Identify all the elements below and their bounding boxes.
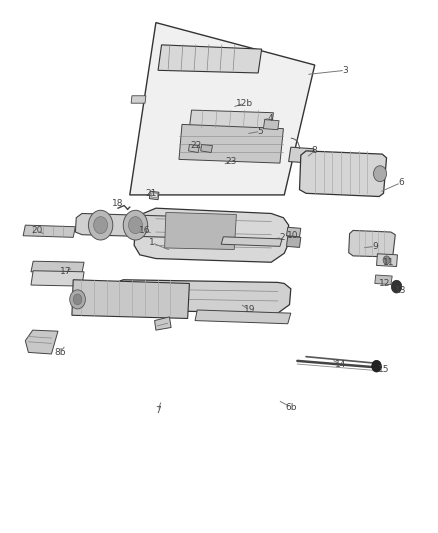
Text: 1: 1 xyxy=(148,238,155,247)
Text: 22: 22 xyxy=(191,141,202,150)
Polygon shape xyxy=(131,96,146,103)
Text: 14: 14 xyxy=(335,360,346,369)
Text: 9: 9 xyxy=(373,242,378,251)
Text: 6b: 6b xyxy=(285,402,297,411)
Polygon shape xyxy=(263,119,279,130)
Polygon shape xyxy=(23,225,75,237)
Polygon shape xyxy=(377,254,397,266)
Text: 20: 20 xyxy=(32,226,43,235)
Text: 4: 4 xyxy=(268,114,273,123)
Polygon shape xyxy=(25,330,58,354)
Circle shape xyxy=(94,216,108,233)
Text: 17: 17 xyxy=(60,268,71,276)
Text: 15: 15 xyxy=(378,366,389,374)
Polygon shape xyxy=(134,208,289,262)
Polygon shape xyxy=(195,310,291,324)
Text: 11: 11 xyxy=(383,258,395,266)
Text: 16: 16 xyxy=(139,226,151,235)
Polygon shape xyxy=(108,280,291,313)
Circle shape xyxy=(128,216,142,233)
Polygon shape xyxy=(158,45,261,73)
Polygon shape xyxy=(300,151,387,197)
Text: 7: 7 xyxy=(155,406,161,415)
Circle shape xyxy=(383,256,390,264)
Text: 21: 21 xyxy=(146,189,157,198)
Polygon shape xyxy=(165,213,237,249)
Polygon shape xyxy=(152,193,158,198)
Polygon shape xyxy=(286,236,301,247)
Circle shape xyxy=(88,211,113,240)
Text: 10: 10 xyxy=(287,231,299,240)
Text: 12: 12 xyxy=(379,279,390,288)
Text: 18: 18 xyxy=(112,199,124,208)
Polygon shape xyxy=(149,191,159,200)
Polygon shape xyxy=(179,124,283,163)
Text: 23: 23 xyxy=(226,157,237,166)
Circle shape xyxy=(391,280,402,293)
Circle shape xyxy=(372,360,381,372)
Text: 2: 2 xyxy=(279,233,285,242)
Text: 3: 3 xyxy=(343,66,348,75)
Polygon shape xyxy=(155,317,171,330)
Circle shape xyxy=(374,166,387,182)
Polygon shape xyxy=(221,237,282,246)
Text: 13: 13 xyxy=(395,286,406,295)
Text: 12b: 12b xyxy=(236,99,253,108)
Text: 8b: 8b xyxy=(54,348,66,357)
Polygon shape xyxy=(72,280,189,318)
Polygon shape xyxy=(31,271,84,286)
Circle shape xyxy=(123,211,148,240)
Polygon shape xyxy=(188,144,199,152)
Polygon shape xyxy=(130,22,315,195)
Text: 6: 6 xyxy=(398,178,404,187)
Circle shape xyxy=(70,290,85,309)
Polygon shape xyxy=(349,230,395,257)
Polygon shape xyxy=(201,144,212,152)
Circle shape xyxy=(73,294,82,305)
Text: 19: 19 xyxy=(244,305,255,314)
Text: 8: 8 xyxy=(312,147,318,156)
Polygon shape xyxy=(286,227,301,237)
Polygon shape xyxy=(375,275,392,285)
Polygon shape xyxy=(75,214,176,237)
Polygon shape xyxy=(31,261,84,273)
Polygon shape xyxy=(289,147,314,163)
Text: 5: 5 xyxy=(258,127,263,136)
Polygon shape xyxy=(189,110,273,130)
